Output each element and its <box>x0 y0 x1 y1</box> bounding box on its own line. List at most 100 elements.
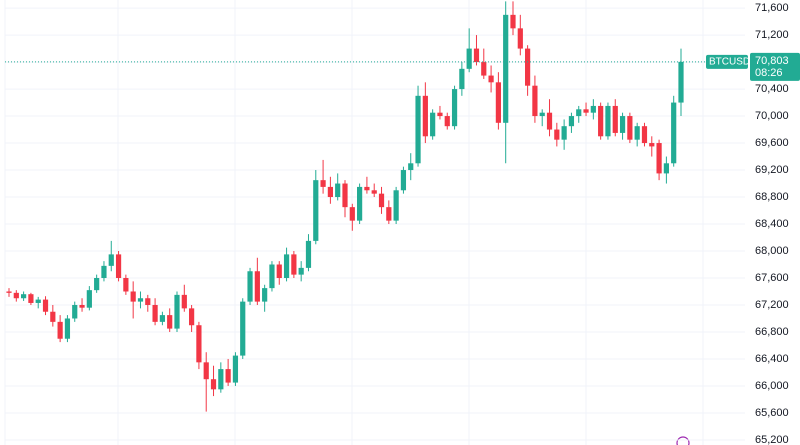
candle-body <box>137 298 144 302</box>
symbol-label: BTCUSD <box>709 57 750 68</box>
y-tick-label: 66,400 <box>755 353 789 365</box>
candle-body <box>525 48 531 86</box>
candle-body <box>678 61 684 103</box>
candle-body <box>342 183 348 208</box>
y-tick-label: 67,200 <box>755 299 789 311</box>
candle-body <box>641 126 648 144</box>
price-label: 70,803 <box>755 55 789 67</box>
candle-body <box>291 254 297 275</box>
y-tick-label: 71,200 <box>755 29 789 41</box>
candle-body <box>546 112 553 130</box>
candle-body <box>28 294 34 303</box>
candle-body <box>42 299 49 312</box>
candle-body <box>247 271 253 302</box>
candle-body <box>254 271 260 302</box>
y-tick-label: 70,400 <box>755 83 789 95</box>
candle-body <box>583 109 589 113</box>
candle-body <box>663 163 669 174</box>
candle-body <box>364 186 370 191</box>
candle-body <box>174 294 180 329</box>
candle-body <box>35 299 41 303</box>
y-tick-label: 65,200 <box>755 434 789 445</box>
candle-body <box>510 14 516 29</box>
candle-body <box>130 291 136 302</box>
countdown-label: 08:26 <box>755 67 783 79</box>
candle-body <box>568 116 575 127</box>
candle-body <box>305 240 312 268</box>
candle-body <box>590 105 596 113</box>
candle-body <box>101 265 107 278</box>
event-icon[interactable] <box>676 436 690 445</box>
y-tick-label: 69,200 <box>755 164 789 176</box>
candle-body <box>612 105 618 133</box>
candle-body <box>327 186 333 198</box>
candle-body <box>313 180 319 241</box>
vertical-grid <box>4 0 704 445</box>
candle-body <box>393 190 399 221</box>
candle-body <box>86 290 92 308</box>
candle-body <box>430 112 436 137</box>
candle-body <box>79 304 85 308</box>
candle-body <box>283 254 290 278</box>
candle-body <box>50 311 56 322</box>
candle-body <box>386 207 392 221</box>
symbol-tag <box>706 54 748 69</box>
candle-body <box>408 163 414 171</box>
candle-body <box>232 355 239 383</box>
candle-body <box>210 379 217 390</box>
candle-body <box>64 318 71 339</box>
candle-body <box>481 62 487 76</box>
candle-body <box>466 48 472 69</box>
y-tick-label: 65,600 <box>755 407 789 419</box>
candle-body <box>459 68 465 90</box>
candle-body <box>152 304 158 322</box>
candle-body <box>488 75 494 83</box>
candle-body <box>349 207 355 221</box>
candle-body <box>473 48 480 63</box>
y-tick-label: 68,400 <box>755 218 789 230</box>
candle-body <box>605 105 611 137</box>
candle-body <box>371 190 377 194</box>
candle-body <box>532 85 538 117</box>
candle-body <box>561 126 567 140</box>
y-tick-label: 66,800 <box>755 326 789 338</box>
candle-body <box>181 294 187 309</box>
candle-body <box>451 89 458 127</box>
candle-body <box>503 14 509 123</box>
candle-body <box>634 126 640 140</box>
candle-body <box>167 315 173 329</box>
candle-body <box>145 298 151 305</box>
y-tick-label: 70,000 <box>755 110 789 122</box>
y-tick-label: 71,600 <box>755 2 789 14</box>
candle-body <box>94 277 100 291</box>
candle-body <box>539 112 545 117</box>
candle-body <box>598 105 604 137</box>
candle-body <box>554 129 560 140</box>
y-tick-label: 68,800 <box>755 191 789 203</box>
candle-body <box>159 315 165 322</box>
candle-body <box>203 362 209 380</box>
candle-body <box>649 143 655 147</box>
candle-body <box>298 267 304 275</box>
candle-body <box>240 301 246 356</box>
candle-body <box>437 112 443 117</box>
candle-body <box>320 180 326 187</box>
candle-body <box>225 369 231 383</box>
candle-body <box>115 254 122 278</box>
candle-body <box>335 183 341 198</box>
y-tick-label: 66,000 <box>755 380 789 392</box>
y-tick-label: 69,600 <box>755 137 789 149</box>
candle-body <box>495 82 501 123</box>
candle-body <box>196 325 202 363</box>
candle-body <box>517 28 523 49</box>
y-tick-label: 68,000 <box>755 245 789 257</box>
candle-body <box>13 292 19 299</box>
candle-body <box>378 193 385 208</box>
candle-body <box>57 321 63 339</box>
candle-body <box>218 369 224 390</box>
candle-body <box>415 95 421 164</box>
candle-body <box>357 186 363 221</box>
candle-body <box>108 254 114 266</box>
price-tag <box>750 52 800 81</box>
